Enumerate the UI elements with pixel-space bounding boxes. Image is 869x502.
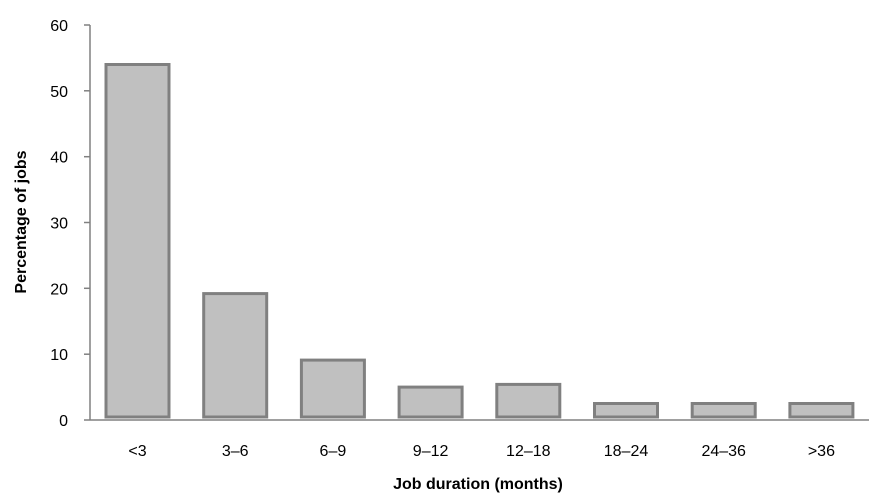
bar-1 [202,292,269,419]
y-tick-labels: 0 10 20 30 40 50 60 [50,18,90,430]
y-tick-label: 0 [59,413,68,430]
bar-6 [690,402,757,419]
x-tick-label: 12–18 [506,443,551,460]
x-tick-label: 6–9 [320,443,347,460]
x-tick-label: <3 [128,443,146,460]
x-tick-label: 24–36 [701,443,746,460]
x-tick-label: >36 [808,443,835,460]
y-tick-label: 30 [50,216,68,233]
x-tick-label: 3–6 [222,443,249,460]
bar-7 [788,402,855,419]
y-tick-label: 60 [50,18,68,35]
bar-3 [397,385,464,419]
y-tick-label: 10 [50,347,68,364]
bars [104,63,855,419]
bar-5 [593,402,659,419]
y-tick-label: 40 [50,150,68,167]
y-tick-label: 50 [50,84,68,101]
bar-2 [299,358,366,419]
y-axis-title: Percentage of jobs [13,150,30,293]
y-tick-label: 20 [50,281,68,298]
x-tick-label: 9–12 [413,443,449,460]
bar-4 [495,382,562,419]
bar-0 [104,63,171,419]
x-tick-label: 18–24 [604,443,649,460]
x-tick-labels: <3 3–6 6–9 9–12 12–18 18–24 24–36 >36 [128,443,835,460]
x-axis-title: Job duration (months) [393,476,563,493]
